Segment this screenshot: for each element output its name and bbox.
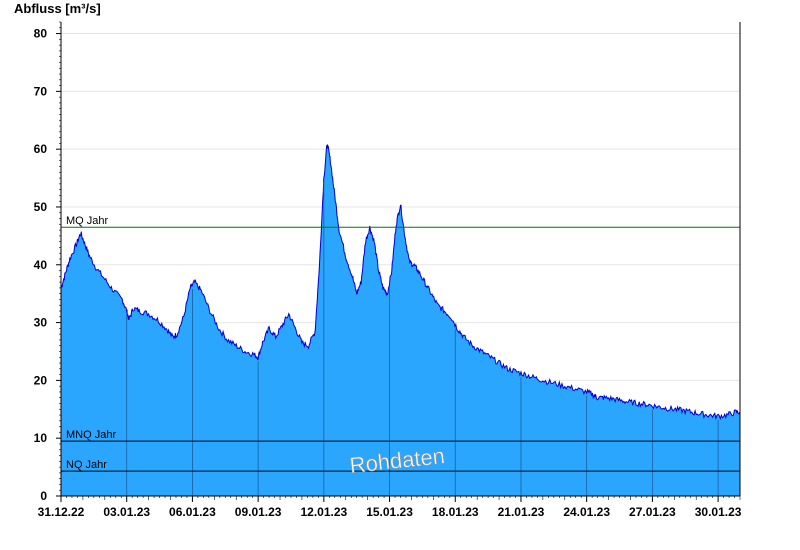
reference-line-label: MNQ Jahr (66, 429, 116, 441)
y-axis-title: Abfluss [m³/s] (14, 1, 101, 16)
reference-line-label: NQ Jahr (66, 459, 107, 471)
y-tick-label: 80 (34, 27, 48, 41)
x-tick-label: 27.01.23 (629, 505, 676, 519)
x-tick-label: 30.01.23 (695, 505, 742, 519)
x-ticks: 31.12.22 03.01.23 06.01.23 09.01.23 12.01.23… (38, 496, 742, 519)
x-tick-label: 09.01.23 (235, 505, 282, 519)
y-tick-label: 70 (34, 84, 48, 98)
y-tick-label: 20 (34, 373, 48, 387)
y-tick-label: 60 (34, 142, 48, 156)
x-tick-label: 12.01.23 (300, 505, 347, 519)
y-tick-label: 30 (34, 316, 48, 330)
discharge-line (60, 143, 741, 421)
y-tick-label: 50 (34, 200, 48, 214)
x-tick-label: 03.01.23 (103, 505, 150, 519)
reference-lines: MQ Jahr MNQ Jahr NQ Jahr (61, 215, 740, 472)
x-tick-label: 18.01.23 (432, 505, 479, 519)
x-tick-label: 21.01.23 (498, 505, 545, 519)
reference-line-label: MQ Jahr (66, 215, 109, 227)
y-tick-label: 0 (40, 489, 47, 503)
y-tick-label: 40 (34, 258, 48, 272)
x-tick-label: 24.01.23 (563, 505, 610, 519)
y-ticks: 0 10 20 30 40 50 60 70 80 (34, 21, 61, 503)
discharge-area (61, 145, 740, 497)
y-tick-label: 10 (34, 431, 48, 445)
day-lines (126, 182, 719, 496)
x-tick-label: 31.12.22 (38, 505, 85, 519)
x-tick-label: 15.01.23 (366, 505, 413, 519)
x-tick-label: 06.01.23 (169, 505, 216, 519)
data-area-layer (60, 143, 741, 497)
